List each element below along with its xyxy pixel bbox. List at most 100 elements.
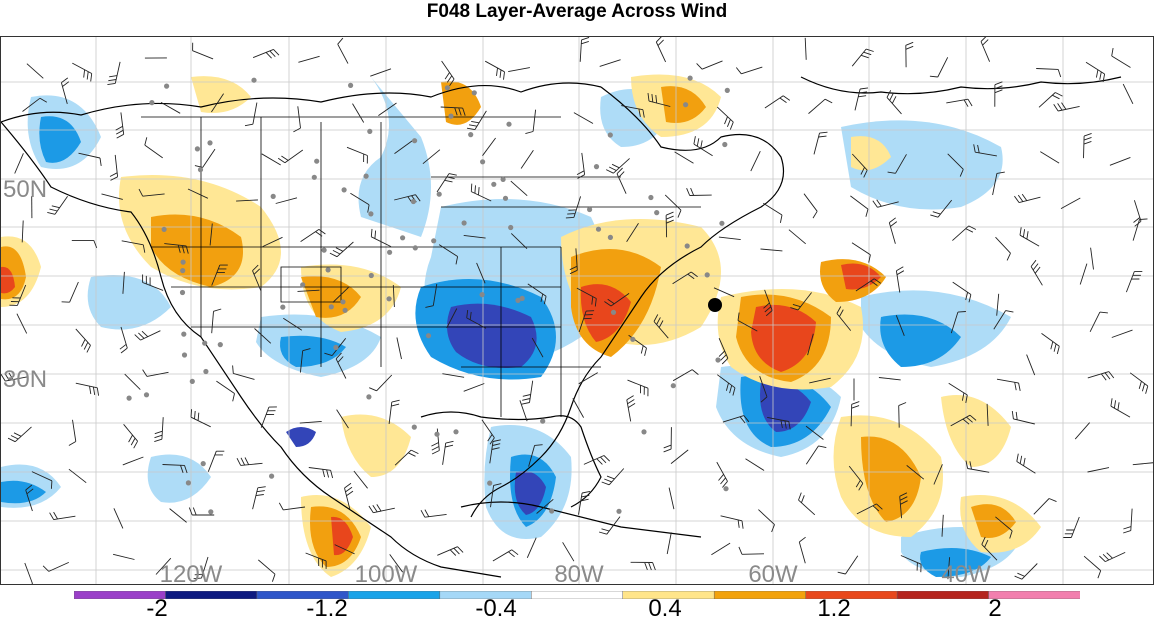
observation-dot — [203, 368, 209, 375]
anomaly-region — [841, 120, 1003, 210]
anomaly-region — [280, 335, 346, 367]
observation-dot — [425, 333, 432, 339]
wind-barb — [144, 137, 163, 159]
wind-barb — [1125, 271, 1143, 293]
wind-barb — [332, 286, 349, 303]
wind-barb — [370, 68, 392, 77]
wind-barb — [809, 377, 831, 384]
wind-barb — [995, 516, 1013, 539]
wind-barb — [489, 439, 501, 464]
observation-dot — [431, 238, 437, 244]
wind-barb — [626, 395, 636, 422]
wind-barb — [813, 131, 828, 155]
wind-barb — [525, 109, 537, 135]
observation-dot — [321, 247, 327, 253]
wind-barb — [297, 289, 320, 292]
anomaly-region — [341, 414, 411, 477]
observation-dot — [684, 243, 690, 249]
anomaly-region — [301, 276, 361, 318]
wind-barb — [850, 401, 860, 427]
observation-dot — [487, 480, 493, 486]
observation-dot — [508, 224, 514, 231]
wind-barb — [352, 103, 365, 123]
wind-barb — [1110, 398, 1131, 418]
wind-barb — [900, 555, 922, 573]
wind-barb — [716, 106, 734, 130]
wind-barb — [232, 365, 255, 380]
wind-barb — [1016, 453, 1036, 474]
wind-barb — [531, 337, 544, 358]
wind-barb — [572, 398, 584, 418]
wind-barb — [121, 240, 146, 253]
colorbar-tick-label: -2 — [146, 595, 168, 622]
wind-barb — [1083, 555, 1102, 579]
lat-lon-grid — [1, 37, 1153, 584]
wind-barb — [1014, 563, 1038, 580]
anomaly-region — [147, 454, 211, 503]
colorbar-swatch — [988, 591, 1080, 599]
wind-barb — [808, 98, 833, 114]
wind-barb — [576, 287, 597, 307]
wind-barb — [750, 151, 761, 172]
wind-barb — [668, 487, 675, 510]
wind-barb — [579, 37, 590, 62]
anomaly-region — [39, 116, 81, 163]
observation-dot — [461, 220, 467, 226]
wind-barb — [1123, 508, 1133, 534]
wind-barb — [211, 93, 224, 113]
observation-dot — [387, 249, 393, 255]
observation-dot — [251, 77, 257, 83]
wind-barb — [446, 308, 458, 329]
wind-barb — [154, 417, 164, 443]
wind-barb — [578, 490, 591, 515]
longitude-label: 100W — [355, 561, 418, 585]
observation-dot — [328, 304, 334, 310]
observation-dot — [217, 342, 223, 348]
wind-barb — [986, 403, 989, 426]
colorbar-tick-label: 1.2 — [817, 595, 851, 622]
observation-dot — [500, 176, 506, 182]
wind-barb — [60, 77, 70, 105]
observation-dot — [616, 508, 622, 514]
wind-barb — [950, 414, 977, 427]
longitude-label: 40W — [941, 561, 991, 585]
observation-dot — [448, 113, 454, 119]
wind-barb — [441, 60, 455, 86]
wind-barb — [308, 467, 334, 479]
observation-dot — [348, 82, 354, 88]
wind-barb — [22, 97, 48, 112]
wind-barb — [187, 188, 209, 199]
observation-dot — [719, 220, 725, 226]
wind-barb — [583, 455, 611, 465]
wind-barb — [72, 62, 93, 82]
observation-dot — [453, 429, 459, 435]
observation-dot — [412, 138, 418, 144]
anomaly-region — [1, 480, 46, 504]
anomaly-region — [87, 275, 171, 330]
wind-barb — [134, 330, 161, 341]
wind-barb — [209, 223, 213, 246]
wind-barb — [368, 504, 395, 514]
observation-dot — [479, 292, 485, 298]
wind-barb — [329, 241, 354, 258]
wind-barb — [711, 542, 731, 556]
longitude-label: 80W — [554, 561, 604, 585]
wind-barb — [713, 287, 735, 298]
observation-dot — [208, 509, 214, 515]
observation-dot — [280, 304, 286, 310]
wind-barb — [470, 183, 492, 202]
wind-barb — [49, 511, 76, 521]
observation-dot — [179, 289, 186, 296]
observation-dot — [687, 75, 693, 81]
wind-barb — [299, 420, 322, 424]
observation-dot — [549, 508, 555, 514]
observation-dot — [480, 159, 486, 165]
wind-barb — [899, 492, 908, 519]
wind-barb — [216, 380, 235, 402]
wind-barb — [905, 41, 914, 68]
wind-barb — [1089, 311, 1108, 333]
wind-barb — [492, 549, 519, 562]
wind-barb — [878, 377, 901, 381]
wind-barb — [601, 468, 625, 486]
observation-dot — [515, 297, 521, 303]
